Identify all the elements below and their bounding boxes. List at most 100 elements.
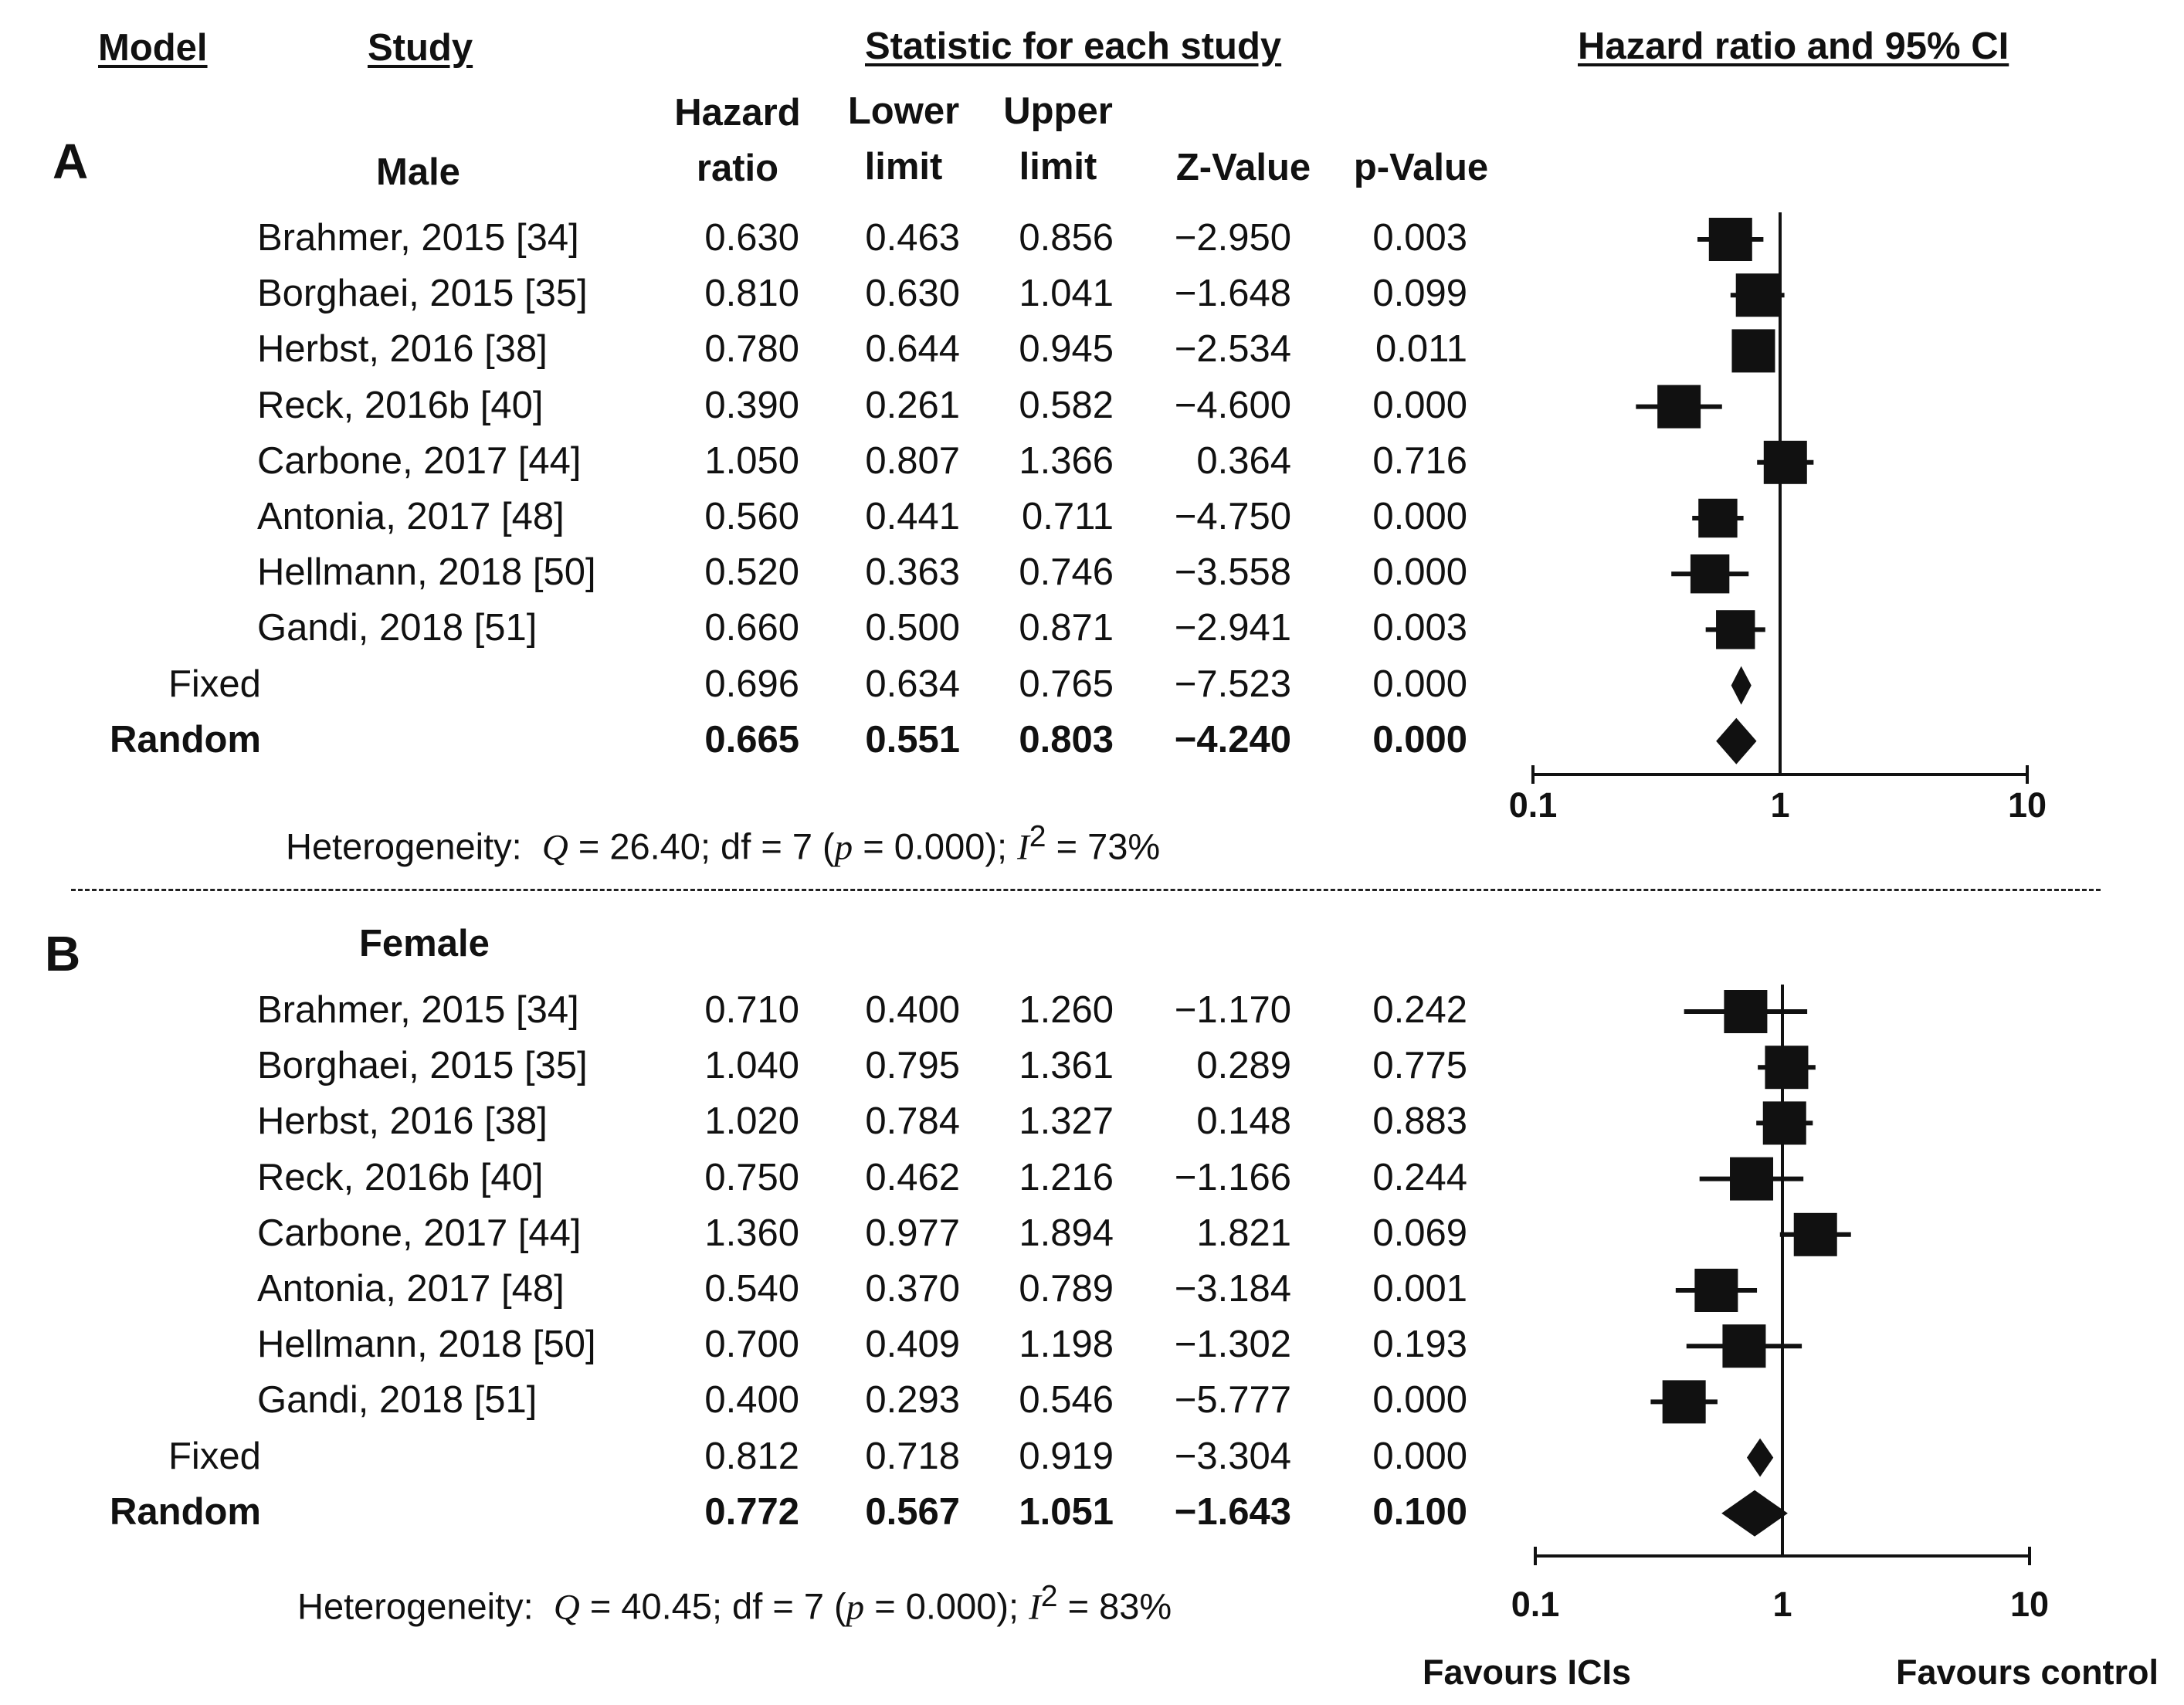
study-hr-square — [1716, 610, 1755, 649]
heterogeneity-b-p-value: = 0.000); — [864, 1585, 1029, 1627]
upper-value: 0.789 — [1019, 1268, 1114, 1310]
study-name: Gandi, 2018 [51] — [257, 1379, 538, 1422]
upper-limit-header-line1: Upper — [1003, 90, 1113, 132]
panel-a-label: A — [53, 134, 89, 189]
ci-header: Hazard ratio and 95% CI — [1578, 25, 2009, 67]
study-name: Carbone, 2017 [44] — [257, 1212, 582, 1254]
p-value: 0.242 — [1372, 989, 1467, 1031]
hr-value: 0.400 — [704, 1379, 799, 1422]
p-value: 0.003 — [1372, 217, 1467, 259]
hr-value: 0.660 — [704, 607, 799, 649]
heterogeneity-a-q-value: = 26.40; df = 7 ( — [568, 825, 835, 867]
upper-value: 1.361 — [1019, 1045, 1114, 1087]
study-hr-square — [1657, 385, 1701, 429]
z-value: −3.184 — [1174, 1268, 1291, 1310]
p-value: 0.193 — [1372, 1324, 1467, 1366]
p-value-column-header: p-Value — [1353, 147, 1489, 188]
study-hr-square — [1763, 440, 1807, 484]
study-hr-square — [1690, 554, 1730, 594]
study-name: Herbst, 2016 [38] — [257, 328, 548, 371]
p-value: 0.716 — [1372, 439, 1467, 482]
heterogeneity-b-q-value: = 40.45; df = 7 ( — [579, 1585, 846, 1627]
random-model-label: Random — [110, 718, 261, 761]
fixed-upper-value: 0.919 — [1019, 1435, 1114, 1477]
heterogeneity-b-i-value: = 83% — [1057, 1585, 1172, 1627]
study-hr-square — [1730, 1157, 1774, 1201]
study-hr-square — [1662, 1380, 1706, 1424]
hr-value: 0.810 — [704, 273, 799, 315]
favours-control-label: Favours control — [1896, 1652, 2159, 1692]
study-name: Antonia, 2017 [48] — [257, 496, 565, 537]
z-value: 0.148 — [1196, 1100, 1291, 1143]
panel-b-label: B — [45, 926, 81, 981]
study-name: Antonia, 2017 [48] — [257, 1268, 565, 1310]
random-effect-diamond — [1716, 717, 1757, 764]
z-value: −5.777 — [1174, 1379, 1291, 1422]
study-name: Herbst, 2016 [38] — [257, 1100, 548, 1143]
lower-limit-header-line2: limit — [864, 146, 943, 188]
study-name: Reck, 2016b [40] — [257, 384, 544, 426]
upper-value: 0.546 — [1019, 1379, 1114, 1422]
upper-value: 1.260 — [1019, 989, 1114, 1031]
upper-limit-header-line2: limit — [1019, 146, 1097, 188]
random-hr-value: 0.772 — [704, 1490, 799, 1533]
p-value: 0.003 — [1372, 607, 1467, 649]
p-value: 0.000 — [1372, 551, 1467, 594]
heterogeneity-a-i-value: = 73% — [1046, 825, 1161, 867]
hazard-ratio-header-line2: ratio — [696, 147, 779, 189]
heterogeneity-b-p: p — [846, 1587, 865, 1628]
lower-value: 0.363 — [865, 551, 960, 594]
z-value: 0.289 — [1196, 1045, 1291, 1087]
upper-value: 1.366 — [1019, 439, 1114, 482]
study-hr-square — [1698, 498, 1738, 538]
heterogeneity-b-label: Heterogeneity: — [297, 1585, 534, 1627]
random-z-value: −1.643 — [1174, 1490, 1291, 1533]
random-hr-value: 0.665 — [704, 718, 799, 761]
lower-value: 0.795 — [865, 1045, 960, 1087]
heterogeneity-b-i: I — [1029, 1587, 1041, 1628]
heterogeneity-a-i-sup: 2 — [1029, 820, 1046, 853]
x-tick-label: 1 — [1770, 785, 1790, 825]
panel-divider — [71, 889, 2101, 891]
z-value: 1.821 — [1196, 1212, 1291, 1254]
favours-icis-label: Favours ICIs — [1423, 1652, 1632, 1692]
study-name: Borghaei, 2015 [35] — [257, 273, 588, 315]
lower-value: 0.784 — [865, 1100, 960, 1143]
lower-value: 0.463 — [865, 217, 960, 259]
study-header: Study — [368, 27, 473, 69]
heterogeneity-b: Heterogeneity: Q = 40.45; df = 7 (p = 0.… — [297, 1580, 1172, 1629]
heterogeneity-a-i: I — [1017, 827, 1029, 868]
hazard-ratio-header-line1: Hazard — [674, 92, 801, 134]
z-value: −1.302 — [1174, 1324, 1291, 1366]
z-value: −2.950 — [1174, 217, 1291, 259]
statistic-header: Statistic for each study — [865, 25, 1282, 67]
random-upper-value: 0.803 — [1019, 718, 1114, 761]
random-effect-diamond — [1721, 1490, 1788, 1537]
random-p-value: 0.000 — [1372, 718, 1467, 761]
study-hr-square — [1765, 1046, 1809, 1090]
p-value: 0.069 — [1372, 1212, 1467, 1254]
fixed-lower-value: 0.718 — [865, 1435, 960, 1477]
lower-value: 0.500 — [865, 607, 960, 649]
lower-value: 0.462 — [865, 1156, 960, 1198]
heterogeneity-a-q: Q — [541, 827, 568, 868]
hr-value: 0.710 — [704, 989, 799, 1031]
study-name: Brahmer, 2015 [34] — [257, 217, 579, 259]
random-upper-value: 1.051 — [1019, 1490, 1114, 1533]
lower-value: 0.644 — [865, 328, 960, 371]
z-value: 0.364 — [1196, 439, 1291, 482]
fixed-model-label: Fixed — [168, 1435, 261, 1477]
fixed-z-value: −7.523 — [1174, 663, 1291, 705]
study-name: Borghaei, 2015 [35] — [257, 1045, 588, 1087]
upper-value: 1.216 — [1019, 1156, 1114, 1198]
study-hr-square — [1708, 218, 1752, 261]
x-tick-label: 10 — [2009, 1585, 2050, 1624]
fixed-lower-value: 0.634 — [865, 663, 960, 705]
p-value: 0.775 — [1372, 1045, 1467, 1087]
z-value: −4.600 — [1174, 384, 1291, 426]
p-value: 0.001 — [1372, 1268, 1467, 1310]
hr-value: 1.360 — [704, 1212, 799, 1254]
lower-value: 0.400 — [865, 989, 960, 1031]
fixed-effect-diamond — [1746, 1438, 1774, 1477]
p-value: 0.099 — [1372, 273, 1467, 315]
